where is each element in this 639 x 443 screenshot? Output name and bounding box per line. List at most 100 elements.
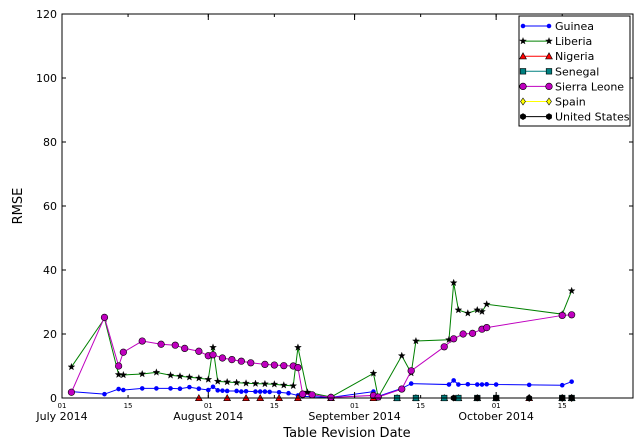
data-point-guinea: [187, 384, 192, 390]
data-point-guinea: [267, 389, 272, 395]
data-point-sierra-leone: [299, 390, 307, 398]
data-point-guinea: [220, 388, 225, 393]
data-point-sierra-leone: [294, 364, 302, 372]
data-point-guinea: [286, 390, 291, 396]
data-point-guinea: [205, 387, 211, 393]
data-point-liberia: [242, 379, 250, 387]
legend-marker-guinea: [520, 23, 526, 29]
x-minor-tick-label: 01: [204, 402, 213, 410]
y-tick-label: 100: [36, 72, 57, 85]
data-point-liberia: [223, 377, 232, 386]
x-minor-tick-label: 15: [270, 402, 279, 410]
x-minor-tick-label: 15: [558, 402, 567, 410]
data-point-sierra-leone: [119, 348, 127, 356]
legend-label-sierra-leone: Sierra Leone: [555, 80, 624, 93]
legend-marker-liberia: [519, 37, 527, 45]
data-point-liberia: [232, 378, 241, 386]
data-point-sierra-leone: [308, 391, 316, 399]
data-point-liberia: [119, 370, 128, 379]
data-point-sierra-leone: [228, 356, 236, 364]
data-point-sierra-leone: [195, 347, 203, 355]
data-point-liberia: [251, 379, 260, 387]
legend-label-spain: Spain: [555, 96, 586, 109]
data-point-guinea: [474, 382, 480, 387]
data-point-sierra-leone: [398, 385, 406, 393]
data-point-guinea: [177, 386, 183, 392]
data-point-sierra-leone: [459, 330, 467, 338]
data-point-liberia: [270, 380, 279, 388]
legend-label-guinea: Guinea: [555, 20, 594, 33]
data-point-sierra-leone: [468, 329, 477, 337]
plot-area: [67, 278, 576, 403]
legend-label-nigeria: Nigeria: [555, 50, 594, 63]
data-point-sierra-leone: [407, 367, 415, 375]
x-major-tick-label: October 2014: [458, 410, 534, 423]
x-minor-tick-label: 01: [58, 402, 67, 410]
y-tick-label: 40: [43, 264, 57, 277]
data-point-liberia: [397, 351, 406, 360]
data-point-guinea: [239, 389, 244, 394]
data-point-sierra-leone: [218, 354, 227, 362]
data-point-liberia: [176, 372, 184, 380]
data-point-guinea: [465, 381, 471, 387]
y-tick-label: 0: [50, 392, 57, 405]
series-line-liberia: [71, 282, 573, 399]
data-point-liberia: [138, 369, 147, 378]
data-point-liberia: [204, 375, 213, 383]
data-point-sierra-leone: [67, 388, 76, 396]
legend-marker-spain: [546, 97, 552, 106]
legend-marker-sierra-leone: [519, 82, 527, 90]
data-point-guinea: [121, 387, 126, 393]
data-point-liberia: [261, 379, 269, 388]
data-point-guinea: [102, 391, 107, 397]
data-point-guinea: [196, 386, 202, 392]
legend-marker-senegal: [519, 68, 527, 75]
data-point-liberia: [213, 377, 222, 385]
data-point-sierra-leone: [483, 324, 491, 332]
data-point-liberia: [279, 381, 288, 389]
data-point-liberia: [209, 343, 217, 351]
data-point-guinea: [243, 388, 249, 394]
data-point-liberia: [303, 388, 312, 396]
data-point-liberia: [463, 309, 472, 317]
y-tick-label: 20: [43, 328, 57, 341]
data-point-sierra-leone: [270, 361, 278, 369]
data-point-liberia: [478, 307, 486, 315]
x-major-tick-label: July 2014: [35, 410, 87, 423]
data-point-sierra-leone: [568, 311, 576, 319]
data-point-sierra-leone: [171, 341, 179, 349]
data-point-sierra-leone: [209, 351, 217, 359]
data-point-liberia: [369, 369, 378, 377]
legend-marker-united-states: [546, 113, 552, 120]
axes: 0 20 40 60 80 100 120 01 15 01 15 01 15 01 15 July 2014…: [35, 8, 633, 423]
y-tick-label: 80: [43, 136, 57, 149]
data-point-sierra-leone: [374, 393, 382, 401]
y-tick-label: 60: [43, 200, 57, 213]
data-point-sierra-leone: [237, 357, 245, 365]
x-major-tick-label: August 2014: [173, 410, 243, 423]
data-point-sierra-leone: [181, 344, 189, 353]
x-minor-tick-label: 15: [124, 402, 133, 410]
data-point-liberia: [289, 381, 298, 390]
data-point-guinea: [559, 382, 565, 388]
data-point-sierra-leone: [261, 360, 269, 369]
legend-marker-liberia: [545, 37, 553, 45]
data-point-guinea: [526, 382, 532, 388]
x-minor-tick-label: 01: [350, 402, 359, 410]
data-point-guinea: [215, 388, 221, 393]
data-point-liberia: [412, 337, 420, 345]
data-point-sierra-leone: [450, 335, 458, 343]
data-point-sierra-leone: [247, 359, 255, 367]
data-point-guinea: [262, 389, 268, 394]
y-axis-title: RMSE: [11, 188, 26, 225]
data-point-guinea: [479, 382, 485, 387]
data-point-guinea: [456, 382, 461, 387]
legend-label-liberia: Liberia: [555, 35, 592, 48]
legend-marker-nigeria: [545, 52, 553, 60]
legend: Guinea Liberia Nigeria Senegal Sierra Leone S…: [518, 15, 631, 127]
data-point-guinea: [257, 389, 263, 394]
data-point-liberia: [114, 370, 123, 378]
data-point-sierra-leone: [280, 362, 288, 370]
data-point-liberia: [195, 374, 203, 382]
